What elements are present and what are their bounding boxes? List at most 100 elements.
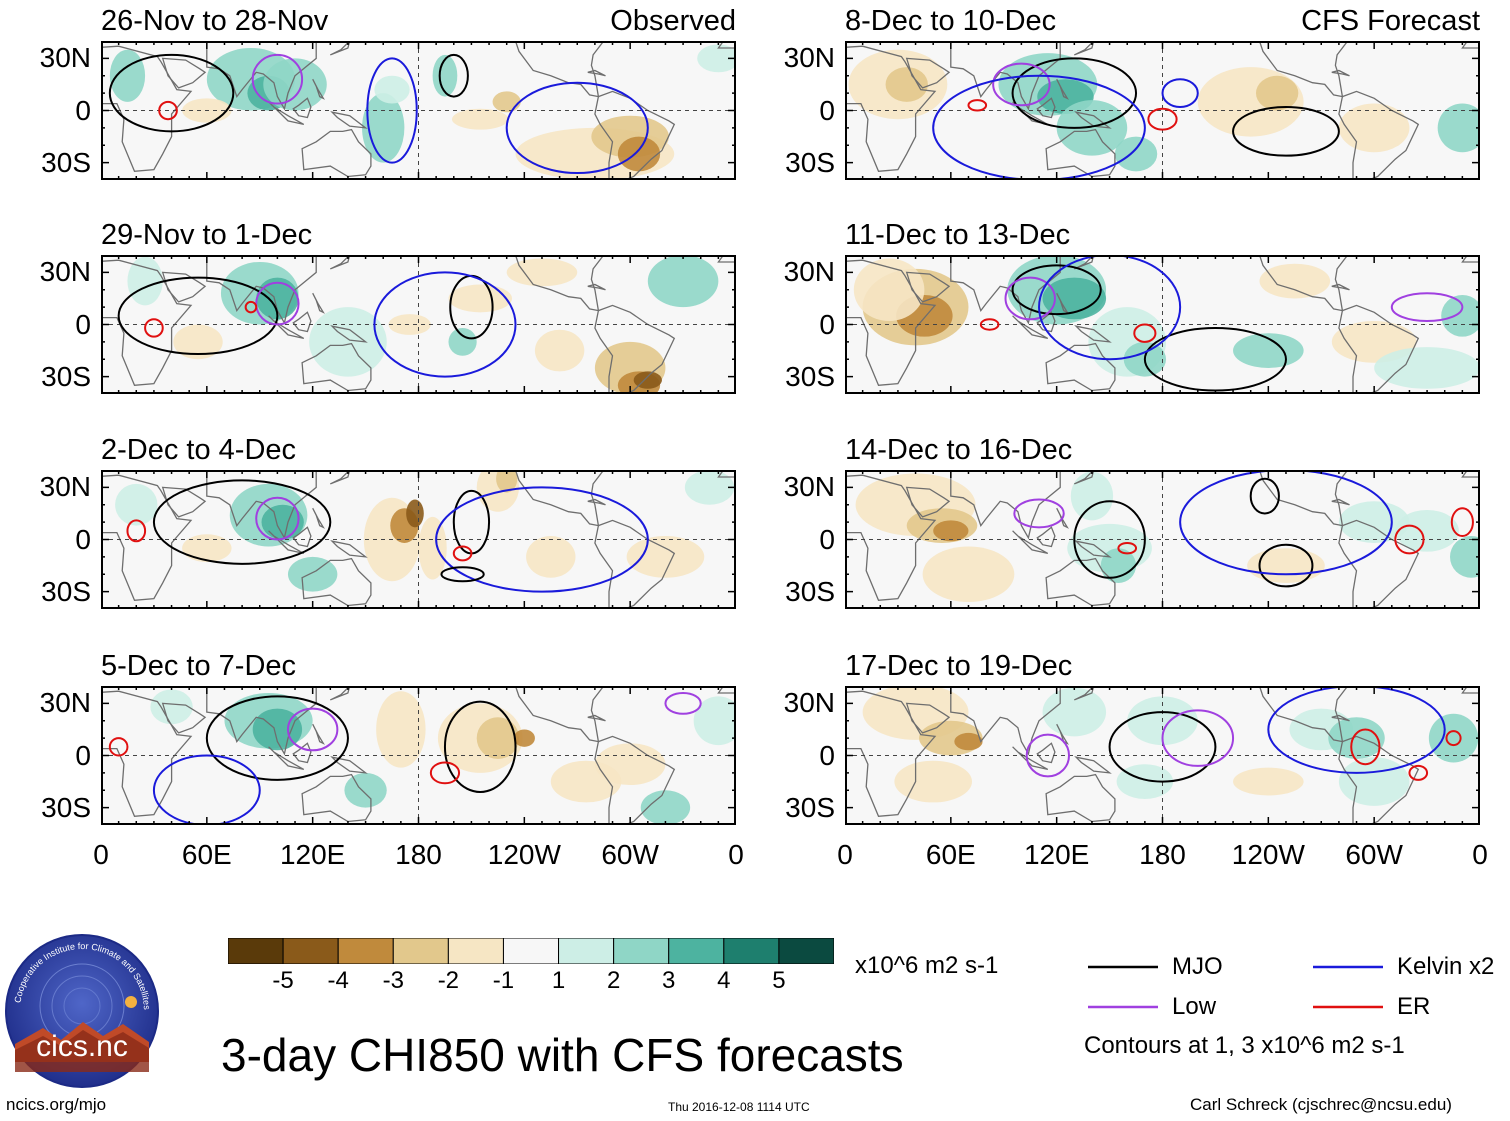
footer-url: ncics.org/mjo	[6, 1095, 107, 1114]
footer-author: Carl Schreck (cjschrec@ncsu.edu)	[1190, 1095, 1452, 1114]
colorbar-label-0: -5	[272, 967, 294, 994]
low-contour-2	[251, 53, 304, 105]
lat-label-3-1: 0	[75, 739, 91, 771]
coastline-10	[717, 41, 736, 49]
lon-label-1-2: 120E	[1023, 839, 1090, 870]
map-panel-3	[101, 686, 736, 825]
er-contour-5	[244, 300, 258, 314]
coastline-3	[1036, 526, 1056, 548]
mjo-contour-0	[1108, 711, 1217, 783]
lon-label-1-6: 0	[1472, 839, 1488, 870]
coastline-5	[330, 325, 368, 343]
map-panel-2	[101, 470, 736, 609]
anomaly-shading-7	[448, 284, 512, 313]
anomaly-shading-10	[1441, 294, 1480, 337]
lat-label-6-0: 30N	[783, 471, 835, 503]
anomaly-shading-2	[115, 483, 158, 526]
low-contour-6	[1161, 709, 1235, 767]
coastline-5	[1074, 756, 1112, 774]
legend-swatch-1	[1313, 965, 1383, 969]
coastline-5	[1074, 540, 1112, 558]
panel-title-5: 11-Dec to 13-Dec	[845, 219, 1071, 251]
anomaly-shading-2	[954, 732, 983, 751]
lon-label-1-3: 180	[1139, 839, 1186, 870]
anomaly-shading-3	[376, 691, 426, 768]
mjo-contour-1	[1232, 106, 1340, 157]
anomaly-shading-10	[526, 536, 576, 578]
coastline-11	[330, 41, 351, 56]
panel-title-4: 8-Dec to 10-Dec	[845, 5, 1057, 37]
coastline-11	[1074, 686, 1095, 701]
anomaly-shading-8	[1437, 103, 1480, 153]
coastline-6	[1045, 773, 1116, 823]
mjo-contour-0	[117, 276, 279, 356]
anomaly-shading-3	[182, 534, 232, 563]
map-panel-6	[845, 470, 1480, 609]
lat-label-2-1: 0	[75, 523, 91, 555]
lon-label-0-3: 180	[395, 839, 442, 870]
cics-logo: Cooperative Institute for Climate and Sa…	[3, 932, 161, 1090]
coastline-3	[292, 742, 312, 764]
anomaly-shading-10	[1233, 767, 1304, 796]
coastline-8	[1331, 283, 1350, 291]
lat-label-1-0: 30N	[39, 256, 91, 288]
coastline-2	[206, 470, 317, 540]
lon-label-1-1: 60E	[925, 839, 976, 870]
mjo-contour-6	[440, 566, 485, 583]
lat-label-7-2: 30S	[785, 791, 835, 823]
anomaly-shading-5	[388, 314, 431, 335]
anomaly-shading-3	[263, 58, 327, 111]
anomaly-shading-6	[1070, 471, 1114, 521]
low-contour-6	[1390, 292, 1464, 323]
colorbar-swatch-3	[392, 938, 449, 964]
anomaly-shading-3	[173, 324, 223, 360]
er-contour-4	[979, 318, 1000, 331]
lon-label-0-2: 120E	[279, 839, 346, 870]
coastline-11	[330, 470, 351, 485]
coastline-11	[330, 255, 351, 270]
cics-logo-icon: Cooperative Institute for Climate and Sa…	[5, 934, 159, 1088]
lat-label-0-2: 30S	[41, 146, 91, 178]
coastline-1	[161, 702, 207, 734]
coastline-4	[268, 746, 305, 771]
anomaly-shading-10	[344, 772, 387, 808]
coastline-3	[1036, 97, 1056, 119]
coastline-0	[101, 259, 193, 386]
lon-label-0-6: 0	[728, 839, 744, 870]
lon-label-0-4: 120W	[487, 839, 561, 870]
coastline-9	[594, 735, 676, 825]
low-contour-6	[664, 691, 702, 715]
coastline-1	[905, 702, 951, 734]
coastline-0	[845, 690, 937, 817]
coastline-2	[206, 255, 317, 325]
anomaly-shading-12	[374, 75, 410, 104]
anomaly-shading-5	[432, 54, 458, 97]
er-contour-6	[1450, 507, 1474, 538]
mjo-contour-0	[1011, 264, 1102, 316]
legend-swatch-3	[1313, 1005, 1383, 1009]
colorbar	[228, 938, 834, 964]
kelvin-contour-4	[435, 486, 649, 593]
coastline-10	[1461, 470, 1480, 478]
coastline-7	[1258, 41, 1349, 98]
coastline-12	[312, 723, 325, 745]
colorbar-swatch-2	[337, 938, 394, 964]
coastline-5	[330, 111, 368, 129]
coastline-8	[587, 283, 606, 291]
er-contour-2	[1350, 728, 1381, 766]
legend-label-1: Kelvin x2	[1397, 953, 1495, 980]
coastline-3	[292, 97, 312, 119]
coastline-8	[1331, 69, 1350, 77]
kelvin-contour-4	[366, 57, 418, 164]
lat-label-0-0: 30N	[39, 42, 91, 74]
er-contour-5	[452, 545, 473, 562]
coastline-8	[1331, 498, 1350, 506]
low-contour-3	[1013, 498, 1065, 529]
kelvin-contour-4	[152, 754, 261, 825]
legend-swatch-0	[1088, 965, 1158, 969]
mjo-contour-1	[438, 53, 469, 98]
logo-text: cics.nc	[36, 1030, 128, 1063]
coastline-7	[514, 686, 605, 743]
coastline-11	[1074, 470, 1095, 485]
er-contour-4	[1147, 107, 1178, 131]
